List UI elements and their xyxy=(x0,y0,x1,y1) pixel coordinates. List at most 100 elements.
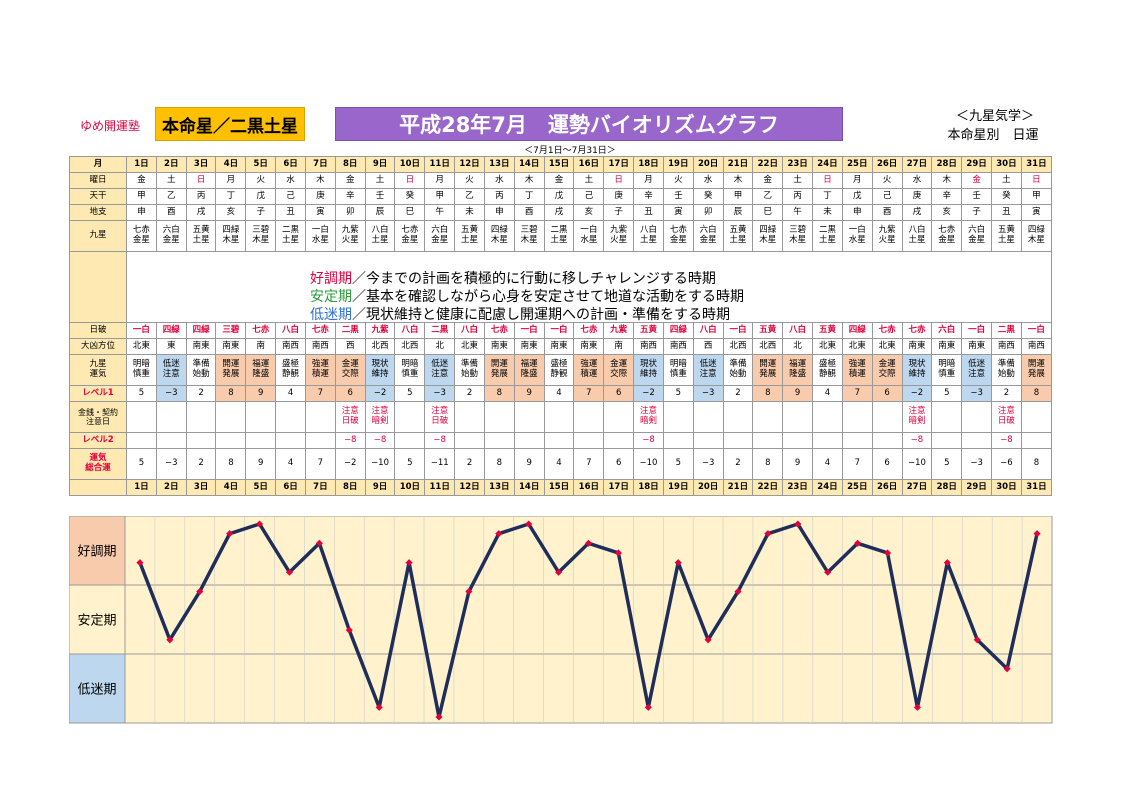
table-cell: 15日 xyxy=(543,156,575,173)
table-cell: 九紫 xyxy=(603,322,635,339)
table-cell: 23日 xyxy=(782,156,814,173)
table-cell: 亥 xyxy=(931,204,963,221)
table-cell: 一白 xyxy=(126,322,157,339)
table-cell: 金 xyxy=(752,172,784,189)
table-cell: 低迷 注意 xyxy=(961,354,993,386)
table-cell: 戊 xyxy=(245,188,277,205)
table-cell: 三碧 木星 xyxy=(245,220,277,252)
table-cell xyxy=(543,401,575,433)
table-cell: 東 xyxy=(155,338,187,355)
table-cell: 丁 xyxy=(513,188,545,205)
table-cell: 木 xyxy=(513,172,545,189)
table-cell: 2 xyxy=(185,385,217,402)
table-cell: 南西 xyxy=(633,338,664,355)
table-cell: 3日 xyxy=(185,156,217,173)
table-cell xyxy=(931,401,963,433)
table-cell: −3 xyxy=(155,448,187,480)
table-cell xyxy=(931,432,963,449)
table-cell: 四緑 木星 xyxy=(483,220,515,252)
table-cell: 金運 交際 xyxy=(871,354,903,386)
table-cell xyxy=(841,432,873,449)
table-cell: 9 xyxy=(782,448,814,480)
table-cell: 五黄 土星 xyxy=(991,220,1022,252)
table-cell: 八白 xyxy=(782,322,814,339)
table-cell: 南東 xyxy=(483,338,515,355)
table-cell: 木 xyxy=(304,172,336,189)
table-row: 九星 七赤 金星 六白 金星 五黄 土星 四緑 木星 三碧 木星 二黒 土星 一白 水星 九紫 … xyxy=(69,220,1053,252)
table-cell: 金 xyxy=(334,172,366,189)
table-cell: −3 xyxy=(424,385,456,402)
table-cell: 月 xyxy=(633,172,664,189)
table-cell: 五黄 xyxy=(633,322,664,339)
table-cell: 己 xyxy=(573,188,605,205)
table-cell: 四緑 xyxy=(185,322,217,339)
table-cell: 8日 xyxy=(334,156,366,173)
table-cell: 11日 xyxy=(424,479,456,496)
table-cell: 5日 xyxy=(245,479,277,496)
table-cell: 15日 xyxy=(543,479,575,496)
table-cell: 19日 xyxy=(662,479,694,496)
table-cell: 七赤 xyxy=(573,322,605,339)
table-cell: 注意 日破 xyxy=(424,401,456,433)
table-cell: 21日 xyxy=(722,156,754,173)
table-cell: 二黒 土星 xyxy=(812,220,843,252)
table-cell: 24日 xyxy=(812,156,843,173)
table-cell: 2日 xyxy=(155,479,187,496)
table-cell xyxy=(752,432,784,449)
table-cell: 庚 xyxy=(603,188,635,205)
data-point xyxy=(1003,665,1011,673)
table-cell: 月 xyxy=(841,172,873,189)
table-cell: 丁 xyxy=(215,188,247,205)
table-cell: 5 xyxy=(662,385,694,402)
table-cell: 七赤 金星 xyxy=(126,220,157,252)
table-cell: 12日 xyxy=(454,479,485,496)
table-cell: 盛極 静観 xyxy=(812,354,843,386)
row-label: 金銭・契約 注意日 xyxy=(69,401,127,433)
table-cell: 現状 維持 xyxy=(633,354,664,386)
table-cell: 木 xyxy=(722,172,754,189)
table-cell: 7 xyxy=(573,448,605,480)
table-cell: 7 xyxy=(841,385,873,402)
table-cell: 土 xyxy=(155,172,187,189)
table-cell: 一白 xyxy=(513,322,545,339)
table-cell xyxy=(722,432,754,449)
table-cell: 辰 xyxy=(722,204,754,221)
table-cell: 25日 xyxy=(841,479,873,496)
row-label: 天干 xyxy=(69,188,127,205)
table-cell: 注意 暗剣 xyxy=(364,401,396,433)
band-label: 好調期 xyxy=(77,545,116,560)
table-cell: 南西 xyxy=(991,338,1022,355)
table-cell xyxy=(692,432,724,449)
table-cell: 亥 xyxy=(215,204,247,221)
table-cell: 戌 xyxy=(901,204,933,221)
table-cell: 5 xyxy=(931,385,963,402)
band-label-box xyxy=(69,516,126,586)
legend-low: 低迷期／現状維持と健康に配慮し開運期への計画・準備をする時期 xyxy=(310,306,744,324)
row-label: 運気 総合運 xyxy=(69,448,127,480)
table-cell: 6日 xyxy=(275,479,306,496)
table-cell: 南 xyxy=(245,338,277,355)
data-point xyxy=(525,520,533,528)
table-cell: 現状 維持 xyxy=(364,354,396,386)
table-cell: 一白 xyxy=(1020,322,1053,339)
table-cell xyxy=(573,401,605,433)
table-cell: 壬 xyxy=(364,188,396,205)
table-cell: 福運 隆盛 xyxy=(782,354,814,386)
legend-good-term: 好調期 xyxy=(310,271,352,287)
table-cell: 18日 xyxy=(633,156,664,173)
table-cell: 南西 xyxy=(662,338,694,355)
table-cell xyxy=(215,432,247,449)
table-cell: 午 xyxy=(782,204,814,221)
table-cell: 10日 xyxy=(394,156,426,173)
table-row: 天干甲乙丙丁戊己庚辛壬癸甲乙丙丁戊己庚辛壬癸甲乙丙丁戊己庚辛壬癸甲 xyxy=(69,188,1053,205)
table-cell: 卯 xyxy=(692,204,724,221)
band-area xyxy=(124,516,1053,586)
data-point xyxy=(973,636,981,644)
table-cell: 1日 xyxy=(126,479,157,496)
table-cell: 九紫 xyxy=(364,322,396,339)
table-cell: 六白 xyxy=(931,322,963,339)
data-point xyxy=(734,588,742,596)
table-cell xyxy=(782,401,814,433)
row-label xyxy=(69,251,127,323)
data-point xyxy=(614,549,622,557)
